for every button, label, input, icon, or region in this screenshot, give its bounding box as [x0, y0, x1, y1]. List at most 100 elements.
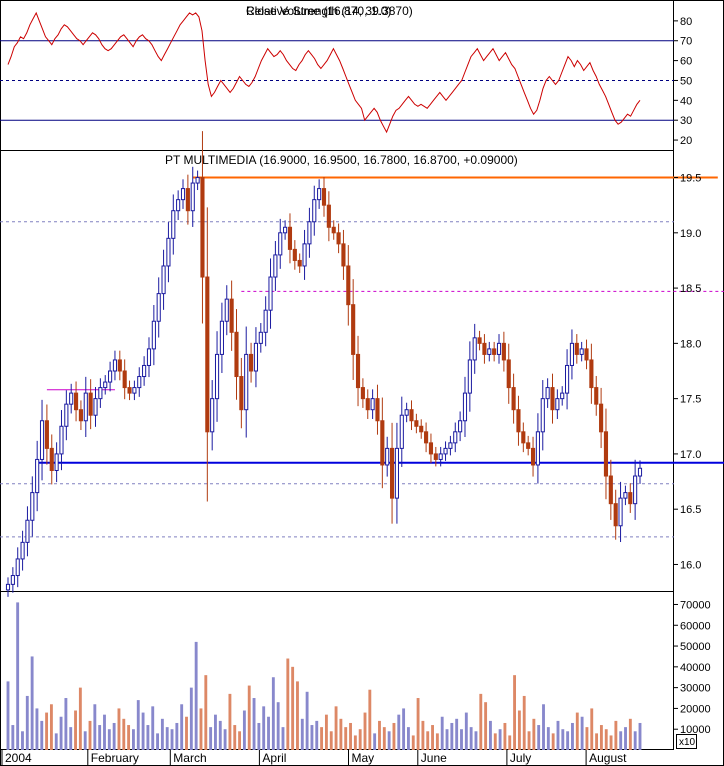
candle-body — [127, 387, 132, 394]
candle-body — [98, 387, 103, 400]
volume-bar — [599, 725, 603, 750]
candle-body — [253, 342, 259, 372]
candle-body — [132, 387, 137, 394]
candle-body — [93, 398, 98, 416]
volume-bar — [78, 687, 82, 750]
candle-body — [496, 342, 502, 355]
candle-body — [283, 226, 288, 234]
volume-bar — [170, 729, 174, 750]
candle-body — [530, 447, 536, 466]
candle-body — [419, 425, 424, 433]
candle-body — [268, 276, 273, 311]
candle-body — [297, 259, 302, 267]
candle-body — [142, 364, 147, 378]
candle-body — [346, 265, 351, 306]
volume-bar — [156, 733, 159, 750]
candle-body — [117, 359, 122, 372]
candle-body — [205, 276, 210, 433]
volume-bar — [571, 722, 574, 750]
candle-body — [540, 398, 545, 433]
volume-bar — [402, 708, 406, 750]
candle-body — [326, 204, 331, 228]
volume-bar — [614, 720, 618, 750]
volume-bar — [484, 702, 488, 750]
volume-bar — [257, 722, 261, 750]
indicator-tick-label: 20 — [680, 135, 692, 147]
candle-body — [545, 387, 550, 400]
volume-bar — [493, 733, 497, 750]
volume-bar — [276, 702, 280, 750]
candle-body — [409, 409, 414, 422]
candle-body — [414, 420, 419, 427]
volume-bar — [363, 712, 367, 750]
volume-bar — [11, 725, 15, 750]
candle-body — [487, 348, 492, 355]
volume-bar — [426, 731, 430, 750]
volume-bar — [189, 687, 193, 750]
candle-body — [584, 348, 589, 361]
price-tick-label: 19.5 — [680, 173, 701, 185]
volume-bar — [460, 729, 463, 750]
volume-bar — [382, 727, 386, 750]
volume-bar — [546, 727, 550, 750]
volume-bar — [508, 735, 512, 750]
candle-body — [579, 348, 584, 355]
volume-bar — [349, 722, 352, 750]
volume-bar — [450, 722, 454, 750]
candle-body — [399, 414, 404, 449]
volume-bar — [69, 727, 73, 750]
candle-body — [229, 298, 234, 333]
volume-bar — [30, 656, 34, 750]
volume-bar — [464, 712, 468, 750]
candle-body — [321, 188, 327, 206]
volume-bar — [469, 727, 473, 750]
volume-bar — [503, 722, 507, 750]
volume-bar — [223, 729, 227, 750]
candle-body — [185, 188, 190, 212]
candle-body — [458, 420, 463, 433]
volume-bar — [209, 727, 213, 750]
volume-bar — [387, 731, 391, 750]
volume-bar — [431, 725, 434, 750]
indicator-title-overlay: Close Volume (16.870, 1.0) — [246, 4, 391, 18]
candle-body — [287, 226, 293, 250]
candle-body — [103, 381, 108, 389]
x-tick-label: May — [352, 751, 375, 765]
volume-bar — [54, 733, 58, 750]
candle-body — [467, 359, 472, 394]
x-tick-label: June — [421, 751, 447, 765]
candle-body — [535, 431, 540, 466]
volume-tick-label: 20000 — [680, 703, 711, 715]
candle-body — [569, 342, 575, 366]
candle-body — [404, 409, 409, 416]
candle-body — [336, 232, 341, 245]
candle-body — [501, 342, 506, 361]
candle-body — [331, 226, 336, 234]
volume-bar — [305, 691, 309, 750]
price-tick-label: 16.0 — [680, 559, 701, 571]
price-panel-frame — [0, 150, 674, 592]
candle-body — [599, 403, 604, 433]
volume-bar — [117, 708, 121, 750]
candle-body — [618, 497, 623, 527]
candle-body — [603, 431, 609, 477]
volume-bar — [551, 733, 555, 750]
candle-body — [176, 199, 181, 212]
volume-bar — [98, 725, 102, 750]
volume-bar — [517, 710, 521, 750]
volume-bar — [83, 731, 87, 750]
candle-body — [443, 447, 448, 455]
candle-body — [151, 320, 156, 350]
candle-body — [341, 243, 346, 267]
volume-bar — [604, 729, 608, 750]
candle-body — [511, 387, 516, 411]
volume-bar — [16, 602, 20, 750]
indicator-title: Relative Strength (14, 39.3870) — [246, 4, 413, 18]
candle-body — [278, 232, 283, 256]
candle-body — [453, 431, 458, 444]
volume-bar — [633, 731, 637, 750]
candle-body — [613, 503, 618, 527]
volume-bar — [334, 706, 338, 750]
volume-bar — [228, 693, 232, 750]
volume-bar — [88, 720, 92, 750]
